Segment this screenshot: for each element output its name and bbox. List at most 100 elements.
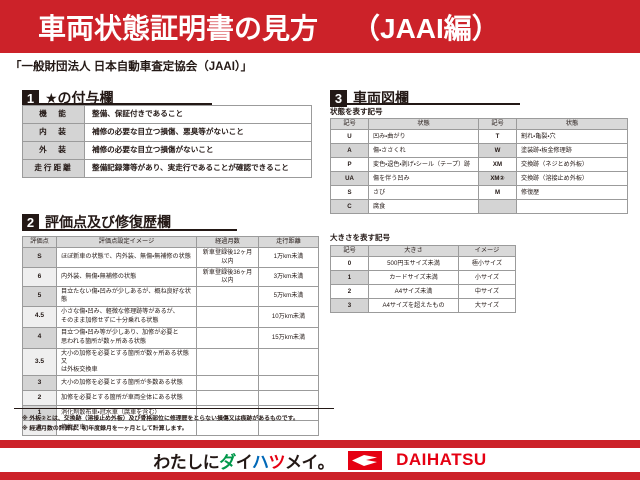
tagline-part: 。 [317, 452, 335, 472]
table-row: 外 装補修の必要な目立つ損傷がないこと [22, 141, 312, 160]
evaluation-months [196, 305, 259, 328]
tagline-part: イ [235, 452, 253, 472]
symbol-code-right: M [478, 185, 517, 201]
star-criteria-label: 機 能 [22, 105, 85, 124]
evaluation-score: 4 [22, 326, 57, 349]
evaluation-image-desc: 小さな傷・凹み、軽微な修理跡等があるが、 そのまま加修せずに十分乗れる状態 [56, 305, 197, 328]
evaluation-score: 3.5 [22, 347, 57, 377]
size-column-header: イメージ [458, 244, 516, 258]
section-3-rule [330, 103, 520, 105]
symbol-desc-left: 傷を伴う凹み [368, 171, 479, 187]
evaluation-score-table: 評価点 評価点設定イメージ 経過月数 走行距離 S ほぼ新車の状態で、内外装、無傷・無補… [22, 235, 319, 437]
star-criteria-label: 走行距離 [22, 159, 85, 178]
evaluation-score: 6 [22, 266, 57, 288]
table-row: 4 目立つ傷・凹み等が少しあり、加修が必要と 思われる箇所が数ヶ所ある状態 15万km… [22, 326, 319, 349]
page-title: 車両状態証明書の見方 [38, 12, 319, 44]
footnote-divider [14, 408, 334, 409]
size-column-header: 記号 [330, 244, 369, 258]
evaluation-image-desc: 大小の加修を必要とする箇所が多数ある状態 [56, 375, 197, 392]
evaluation-months [196, 390, 259, 407]
table-row: 走行距離 整備記録簿等があり、実走行であることが確認できること [22, 159, 312, 178]
size-code: 2 [330, 284, 369, 300]
evaluation-score: 3 [22, 375, 57, 392]
table-row: 内 装補修の必要な目立つ損傷、悪臭等がないこと [22, 123, 312, 142]
header-banner: 車両状態証明書の見方 （JAAI編） [0, 0, 640, 53]
evaluation-image-desc: 内外装、無傷・無補修の状態 [56, 266, 197, 288]
symbol-desc-left: 傷・ささくれ [368, 143, 479, 159]
symbol-desc-right: 交換跡（溶接止め外板） [516, 171, 628, 187]
table-row: 4.5 小さな傷・凹み、軽微な修理跡等があるが、 そのまま加修せずに十分乗れる状態 1… [22, 305, 319, 328]
evaluation-image-desc: 加修を必要とする箇所が車両全体にある状態 [56, 390, 197, 407]
star-criteria-label: 内 装 [22, 123, 85, 142]
section-1-title: ★の付与欄 [45, 90, 114, 106]
symbol-desc-right: 修復歴 [516, 185, 628, 201]
symbol-desc-right [516, 199, 628, 215]
star-criteria-value: 補修の必要な目立つ損傷、悪臭等がないこと [84, 123, 312, 142]
table-row: 1 カードサイズ未満 小サイズ [330, 270, 516, 286]
star-criteria-label: 外 装 [22, 141, 85, 160]
section-2-rule [22, 229, 237, 231]
size-table-head: 記号 大きさ イメージ [330, 244, 516, 258]
size-table-body: 0 500円玉サイズ未満 極小サイズ 1 カードサイズ未満 小サイズ 2 A4サイズ未満 中サイ… [330, 256, 516, 314]
tagline-part: ハ [251, 452, 269, 472]
size-column-header: 大きさ [368, 244, 459, 258]
evaluation-distance: 3万km未満 [258, 266, 319, 288]
table-row: A 傷・ささくれ W 塗装跡・板金修理跡 [330, 143, 628, 159]
association-name: 「一般財団法人 日本自動車査定協会（JAAI）」 [10, 61, 253, 73]
evaluation-months [196, 286, 259, 307]
symbol-code-left: UA [330, 171, 369, 187]
evaluation-image-desc: 大小の加修を必要とする箇所が数ヶ所ある状態又 は外板交換車 [56, 347, 197, 377]
size-image-label: 小サイズ [458, 270, 516, 286]
table-row: 1 消化剤散布車・冠水車（腐車を含む） [22, 405, 319, 422]
symbol-code-left: A [330, 143, 369, 159]
star-criteria-body: 機 能整備、保証付きであること内 装補修の必要な目立つ損傷、悪臭等がないこと外 … [22, 105, 312, 178]
symbol-table-body: U 凹み・曲がり T 割れ・亀裂・穴 A 傷・ささくれ W 塗装跡・板金修理跡 P 変色・退色・剥… [330, 129, 628, 215]
section-2-heading: 2 評価点及び修復歴欄 [22, 212, 171, 232]
symbol-code-left: U [330, 129, 369, 145]
table-header-row: 記号 大きさ イメージ [330, 244, 516, 258]
size-code: 0 [330, 256, 369, 272]
size-image-label: 中サイズ [458, 284, 516, 300]
tagline-part: ダ [219, 452, 236, 472]
table-row: 2 加修を必要とする箇所が車両全体にある状態 [22, 390, 319, 407]
size-code: 1 [330, 270, 369, 286]
evaluation-distance: 5万km未満 [258, 286, 319, 307]
evaluation-column-header: 経過月数 [196, 235, 259, 249]
symbol-desc-left: さび [368, 185, 479, 201]
size-description: A4サイズを超えたもの [368, 298, 459, 314]
evaluation-image-desc: 目立たない傷・凹みが少しあるが、概ね良好な状態 [56, 286, 197, 307]
evaluation-column-header: 走行距離 [258, 235, 319, 249]
evaluation-months [196, 347, 259, 377]
star-criteria-value: 整備記録簿等があり、実走行であることが確認できること [84, 159, 312, 178]
table-header-row: 記号 状態 記号 状態 [330, 117, 628, 131]
evaluation-score: R [22, 420, 57, 437]
symbol-code-right: T [478, 129, 517, 145]
evaluation-column-header: 評価点設定イメージ [56, 235, 197, 249]
condition-symbol-table: 記号 状態 記号 状態 U 凹み・曲がり T 割れ・亀裂・穴 A 傷・ささくれ W 塗装跡・板金修理… [330, 117, 628, 215]
symbol-column-header: 記号 [330, 117, 369, 131]
table-row: S ほぼ新車の状態で、内外装、無傷・無補修の状態 新車登録後12ヶ月以内 1万km未満 [22, 247, 319, 268]
evaluation-score: 5 [22, 286, 57, 307]
brand-tagline: わたしにダイハツメイ。 [153, 448, 334, 473]
table-row: C 腐食 [330, 199, 628, 215]
evaluation-score: 1 [22, 405, 57, 422]
evaluation-score: 4.5 [22, 305, 57, 328]
brand-name: DAIHATSU [396, 450, 487, 469]
table-row: 6 内外装、無傷・無補修の状態 新車登録後36ヶ月以内 3万km未満 [22, 266, 319, 288]
symbol-code-left: P [330, 157, 369, 173]
table-row: R 修復歴車 [22, 420, 319, 437]
section-1-heading: 1 ★の付与欄 [22, 88, 114, 108]
size-code: 3 [330, 298, 369, 314]
symbol-code-left: C [330, 199, 369, 215]
table-row: P 変色・退色・剥げ・シール（テープ）跡 XM 交換跡（ネジとめ外板） [330, 157, 628, 173]
daihatsu-logo-icon [348, 450, 383, 470]
footer-brand-area: わたしにダイハツメイ。 DAIHATSU [0, 448, 640, 472]
section-2-number: 2 [22, 213, 39, 231]
size-image-label: 大サイズ [458, 298, 516, 314]
symbol-code-left: S [330, 185, 369, 201]
symbol-desc-right: 割れ・亀裂・穴 [516, 129, 628, 145]
size-description: カードサイズ未満 [368, 270, 459, 286]
table-row: 5 目立たない傷・凹みが少しあるが、概ね良好な状態 5万km未満 [22, 286, 319, 307]
star-criteria-value: 補修の必要な目立つ損傷がないこと [84, 141, 312, 160]
size-description: 500円玉サイズ未満 [368, 256, 459, 272]
